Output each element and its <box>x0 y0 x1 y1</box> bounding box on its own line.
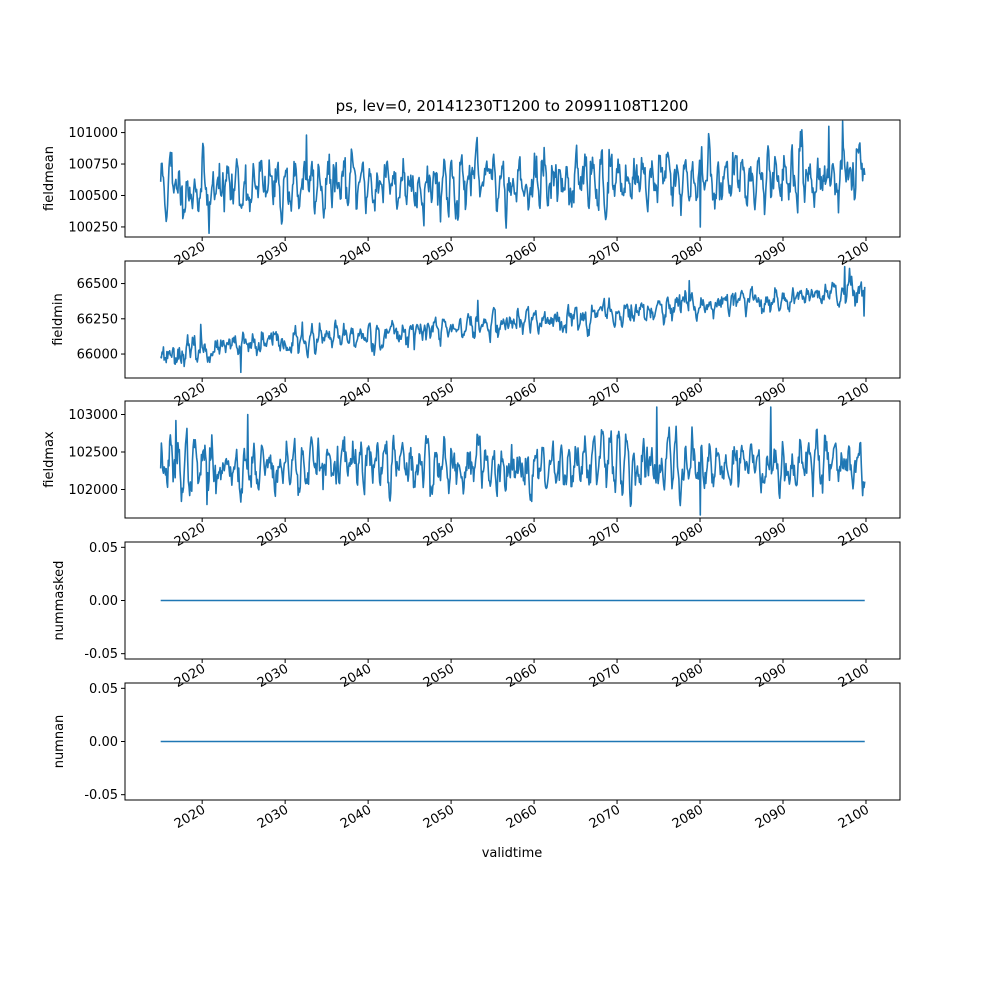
fieldmax-x-tick-label: 2040 <box>338 520 374 550</box>
fieldmin-y-tick-label: 66000 <box>77 348 118 363</box>
fieldmax-x-tick-label: 2100 <box>836 520 872 550</box>
fieldmax-x-tick-label: 2090 <box>753 520 789 550</box>
fieldmin-x-tick-label: 2070 <box>587 380 623 410</box>
numnan-x-tick-label: 2080 <box>670 802 706 832</box>
nummasked-x-tick-label: 2100 <box>836 661 872 691</box>
nummasked-x-tick-label: 2090 <box>753 661 789 691</box>
subplots: 100250 100500 100750 101000 fieldmean 2020 203… <box>42 119 901 832</box>
fieldmin-y-axis-label: fieldmin <box>51 293 66 346</box>
numnan-y-tick-label: 0.05 <box>89 682 118 697</box>
fieldmin-x-tick-label: 2080 <box>670 380 706 410</box>
numnan-y-tick-label: -0.05 <box>84 788 118 803</box>
subplot-fieldmax: 102000 102500 103000 fieldmax 2020 2030 2040 20… <box>42 400 901 550</box>
numnan-x-tick-label: 2070 <box>587 802 623 832</box>
numnan-x-tick-label: 2060 <box>504 802 540 832</box>
nummasked-y-axis-label: nummasked <box>52 561 67 641</box>
fieldmean-x-tick-label: 2070 <box>587 239 623 269</box>
fieldmax-x-tick-label: 2070 <box>587 520 623 550</box>
nummasked-y-tick-label: 0.00 <box>89 594 118 609</box>
fieldmean-y-tick-label: 100500 <box>68 189 118 204</box>
fieldmean-x-tick-label: 2060 <box>504 239 540 269</box>
fieldmin-axes-frame <box>124 260 901 379</box>
subplot-numnan: -0.05 0.00 0.05 numnan 2020 2030 2040 2050 2060 2… <box>52 682 901 832</box>
fieldmin-x-tick-label: 2060 <box>504 380 540 410</box>
x-axis-label: validtime <box>482 846 543 861</box>
numnan-y-axis-label: numnan <box>52 715 67 769</box>
fieldmin-series-line <box>159 265 866 374</box>
fieldmin-y-tick-label: 66250 <box>77 312 118 327</box>
numnan-x-tick-label: 2020 <box>172 802 208 832</box>
nummasked-x-tick-label: 2020 <box>172 661 208 691</box>
fieldmax-y-tick-label: 102500 <box>68 446 118 461</box>
subplot-nummasked: -0.05 0.00 0.05 nummasked 2020 2030 2040 2050 20… <box>52 541 901 691</box>
nummasked-x-tick-label: 2070 <box>587 661 623 691</box>
fieldmean-series-line <box>159 120 866 235</box>
fieldmax-y-tick-label: 103000 <box>68 408 118 423</box>
nummasked-x-tick-label: 2050 <box>421 661 457 691</box>
subplot-fieldmean: 100250 100500 100750 101000 fieldmean 2020 203… <box>42 119 901 269</box>
fieldmean-x-tick-label: 2020 <box>172 239 208 269</box>
fieldmin-x-tick-label: 2030 <box>255 380 291 410</box>
fieldmin-x-tick-label: 2090 <box>753 380 789 410</box>
fieldmin-x-tick-label: 2040 <box>338 380 374 410</box>
nummasked-x-tick-label: 2040 <box>338 661 374 691</box>
fieldmean-x-tick-label: 2090 <box>753 239 789 269</box>
nummasked-x-tick-label: 2080 <box>670 661 706 691</box>
fieldmean-x-tick-label: 2030 <box>255 239 291 269</box>
fieldmean-x-tick-label: 2080 <box>670 239 706 269</box>
fieldmin-x-tick-label: 2050 <box>421 380 457 410</box>
fieldmax-y-tick-label: 102000 <box>68 483 118 498</box>
fieldmax-x-tick-label: 2020 <box>172 520 208 550</box>
fieldmean-y-tick-label: 100250 <box>68 220 118 235</box>
fieldmax-axes-frame <box>124 400 901 519</box>
fieldmin-x-tick-label: 2020 <box>172 380 208 410</box>
numnan-x-tick-label: 2090 <box>753 802 789 832</box>
fieldmean-axes-frame <box>124 119 901 238</box>
fieldmax-x-tick-label: 2050 <box>421 520 457 550</box>
fieldmean-y-axis-label: fieldmean <box>42 146 57 211</box>
fieldmax-series-line <box>159 406 866 516</box>
fieldmean-y-tick-label: 100750 <box>68 158 118 173</box>
fieldmean-x-tick-label: 2040 <box>338 239 374 269</box>
numnan-y-tick-label: 0.00 <box>89 735 118 750</box>
numnan-x-tick-label: 2040 <box>338 802 374 832</box>
fieldmax-x-tick-label: 2030 <box>255 520 291 550</box>
fieldmax-x-tick-label: 2080 <box>670 520 706 550</box>
numnan-x-tick-label: 2100 <box>836 802 872 832</box>
nummasked-y-tick-label: -0.05 <box>84 647 118 662</box>
fieldmin-x-tick-label: 2100 <box>836 380 872 410</box>
fieldmax-x-tick-label: 2060 <box>504 520 540 550</box>
fieldmean-x-tick-label: 2050 <box>421 239 457 269</box>
fieldmin-y-tick-label: 66500 <box>77 277 118 292</box>
chart-title: ps, lev=0, 20141230T1200 to 20991108T120… <box>336 97 689 115</box>
subplot-fieldmin: 66000 66250 66500 fieldmin 2020 2030 2040 2050 2… <box>51 260 901 410</box>
fieldmean-x-tick-label: 2100 <box>836 239 872 269</box>
nummasked-x-tick-label: 2030 <box>255 661 291 691</box>
numnan-x-tick-label: 2030 <box>255 802 291 832</box>
numnan-x-tick-label: 2050 <box>421 802 457 832</box>
nummasked-x-tick-label: 2060 <box>504 661 540 691</box>
fieldmax-y-axis-label: fieldmax <box>42 431 57 488</box>
nummasked-y-tick-label: 0.05 <box>89 541 118 556</box>
fieldmean-y-tick-label: 101000 <box>68 126 118 141</box>
